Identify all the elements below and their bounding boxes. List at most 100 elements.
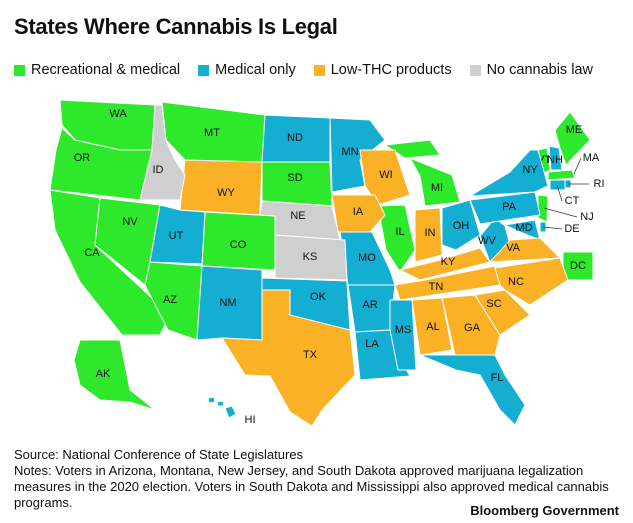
state-label: NJ bbox=[580, 211, 593, 223]
state-label: GA bbox=[464, 322, 481, 334]
state-shape bbox=[488, 237, 562, 263]
state: PA bbox=[469, 191, 541, 225]
legend-label: No cannabis law bbox=[486, 62, 593, 78]
state: NH bbox=[547, 145, 563, 171]
state-label: MO bbox=[358, 252, 376, 264]
state: WI bbox=[359, 149, 411, 206]
state-label: AR bbox=[362, 299, 377, 311]
state-label: LA bbox=[365, 338, 379, 350]
legend-entry: Medical only bbox=[198, 62, 296, 78]
state-label: FL bbox=[491, 372, 504, 384]
state-label: WA bbox=[109, 108, 127, 120]
state: AR bbox=[347, 284, 396, 333]
legend-swatch bbox=[313, 64, 325, 76]
state-shape bbox=[408, 157, 461, 207]
state-shape bbox=[554, 111, 591, 166]
state: DE bbox=[539, 221, 580, 235]
state-shape bbox=[224, 405, 237, 419]
state-shape bbox=[474, 289, 531, 336]
state-label: SC bbox=[486, 298, 501, 310]
state: SC bbox=[474, 289, 531, 336]
state-shape bbox=[139, 104, 186, 201]
state-shape bbox=[377, 204, 416, 273]
state-shape bbox=[144, 261, 203, 341]
state-label: IA bbox=[353, 206, 364, 218]
state: MD bbox=[503, 219, 541, 241]
state-label: NY bbox=[522, 164, 538, 176]
source-notes: Source: National Conference of State Leg… bbox=[14, 447, 619, 511]
state-shape bbox=[216, 400, 225, 407]
state: NC bbox=[494, 257, 569, 306]
state-label: PA bbox=[502, 201, 517, 213]
state: IA bbox=[331, 194, 386, 233]
legend-swatch bbox=[14, 64, 25, 76]
legend-label: Medical only bbox=[215, 62, 296, 78]
map: WAORCANVMTSDCOAZILMIVTMEMANJAKDCNDMNUTNM… bbox=[49, 99, 605, 427]
notes: Notes: Voters in Arizona, Montana, New J… bbox=[14, 463, 609, 510]
state-label: VA bbox=[506, 242, 521, 254]
state-label: CO bbox=[230, 239, 247, 251]
state-label: AK bbox=[96, 368, 111, 380]
state-label: CA bbox=[84, 247, 100, 259]
state: HI bbox=[224, 405, 256, 426]
state-label: NV bbox=[122, 216, 138, 228]
state: CO bbox=[201, 211, 276, 271]
state-label: ID bbox=[153, 164, 164, 176]
state-shape bbox=[261, 161, 333, 207]
state-label: NH bbox=[547, 154, 563, 166]
state: MS bbox=[389, 299, 417, 371]
legend: Recreational & medical Medical only Low-TH… bbox=[14, 62, 593, 78]
state: OH bbox=[441, 199, 481, 251]
state-label: RI bbox=[594, 178, 605, 190]
state-label: ME bbox=[566, 124, 583, 136]
state: AZ bbox=[144, 261, 203, 341]
state: ID bbox=[139, 104, 186, 201]
state-label: AL bbox=[426, 321, 439, 333]
state-shape bbox=[441, 199, 481, 251]
state-shape bbox=[414, 207, 443, 263]
state-label: OH bbox=[453, 220, 470, 232]
state: AL bbox=[411, 297, 453, 356]
state-label: MD bbox=[515, 222, 532, 234]
state-shape bbox=[494, 257, 569, 306]
state: MT bbox=[161, 101, 266, 163]
state-label: DC bbox=[570, 260, 586, 272]
state-label: MN bbox=[341, 146, 358, 158]
state-label: NE bbox=[290, 210, 305, 222]
state-shape bbox=[547, 169, 576, 181]
leader-line bbox=[543, 207, 578, 218]
state-label: SD bbox=[287, 172, 302, 184]
state-label: MT bbox=[204, 127, 220, 139]
state-shape bbox=[469, 191, 541, 225]
state: AK bbox=[73, 339, 156, 411]
legend-entry: No cannabis law bbox=[469, 62, 593, 78]
title: States Where Cannabis Is Legal bbox=[14, 14, 338, 39]
source: Source: National Conference of State Leg… bbox=[14, 447, 304, 462]
state-label: AZ bbox=[163, 294, 177, 306]
state-label: TX bbox=[303, 349, 318, 361]
state-shape bbox=[398, 247, 491, 281]
state: VA bbox=[488, 237, 562, 263]
leader-line bbox=[573, 157, 582, 175]
state-label: UT bbox=[169, 230, 184, 242]
legend-entry: Recreational & medical bbox=[14, 62, 180, 78]
state-shape bbox=[207, 396, 216, 404]
leader-line bbox=[556, 184, 563, 202]
state: MI bbox=[408, 157, 461, 207]
state: TX bbox=[221, 289, 356, 427]
state-shape bbox=[73, 339, 156, 411]
state-shape bbox=[548, 145, 563, 171]
state-shape bbox=[441, 294, 501, 356]
state-shape bbox=[261, 114, 331, 163]
state-label: TN bbox=[429, 281, 444, 293]
state-label: OR bbox=[74, 152, 91, 164]
state-label: MS bbox=[395, 324, 412, 336]
state: GA bbox=[441, 294, 501, 356]
legend-label: Low-THC products bbox=[330, 62, 452, 78]
state: NY bbox=[469, 149, 549, 197]
state-label: WY bbox=[217, 187, 235, 199]
state-shape bbox=[149, 204, 206, 265]
state: IL bbox=[377, 204, 416, 273]
state-shape bbox=[469, 149, 549, 197]
